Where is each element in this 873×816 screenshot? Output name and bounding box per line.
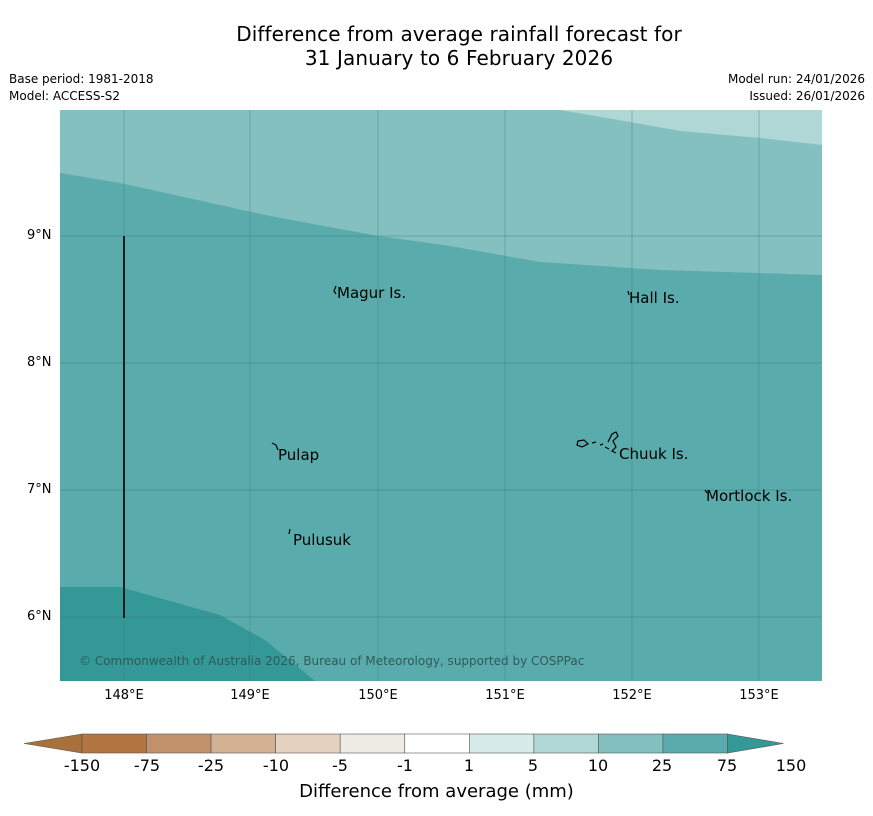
cb-label-4: -5 <box>332 756 348 775</box>
lon-label-152e: 152°E <box>612 688 652 703</box>
zone-5-10 <box>560 110 822 145</box>
place-pulusuk: Pulusuk <box>293 531 351 549</box>
colorbar-arrow-low <box>24 733 83 754</box>
colorbar-segment-4 <box>339 733 406 754</box>
pulusuk-island-shape <box>288 528 291 535</box>
meta-left: Base period: 1981-2018 Model: ACCESS-S2 <box>9 71 154 105</box>
lon-label-153e: 153°E <box>739 688 779 703</box>
magur-island-shape <box>333 285 337 295</box>
colorbar-segment-9 <box>662 733 728 754</box>
map-canvas <box>60 110 822 681</box>
colorbar-segment-8 <box>598 733 664 754</box>
colorbar <box>24 733 784 754</box>
cb-label-3: -10 <box>262 756 290 775</box>
lat-label-9n: 9°N <box>27 228 52 243</box>
title-line-1: Difference from average rainfall forecas… <box>236 22 682 46</box>
place-hall: Hall Is. <box>629 289 680 307</box>
lon-label-149e: 149°E <box>230 688 270 703</box>
place-chuuk: Chuuk Is. <box>619 445 689 463</box>
lon-label-151e: 151°E <box>485 688 525 703</box>
hall-island-shape <box>627 290 630 296</box>
copyright-notice: © Commonwealth of Australia 2026, Bureau… <box>79 654 585 668</box>
lon-label-148e: 148°E <box>104 688 144 703</box>
cb-label-2: -25 <box>197 756 225 775</box>
zone-10-25 <box>60 110 822 275</box>
cb-label-10: 75 <box>716 756 738 775</box>
cb-label-8: 10 <box>587 756 609 775</box>
model-name: Model: ACCESS-S2 <box>9 89 121 103</box>
cb-label-11: 150 <box>775 756 807 775</box>
colorbar-segment-2 <box>210 733 276 754</box>
map-title: Difference from average rainfall forecas… <box>0 22 873 70</box>
cb-label-7: 5 <box>527 756 539 775</box>
chuuk-lagoon-shape <box>576 431 619 454</box>
lat-label-6n: 6°N <box>27 609 52 624</box>
colorbar-segment-6 <box>468 733 535 754</box>
meta-right: Model run: 24/01/2026 Issued: 26/01/2026 <box>728 71 865 105</box>
rainfall-map[interactable] <box>60 110 822 681</box>
issued-date: Issued: 26/01/2026 <box>749 89 865 103</box>
lat-label-7n: 7°N <box>27 482 52 497</box>
cb-label-9: 25 <box>651 756 673 775</box>
colorbar-segment-0 <box>81 733 147 754</box>
colorbar-segment-7 <box>533 733 599 754</box>
cb-label-1: -75 <box>133 756 161 775</box>
lat-label-8n: 8°N <box>27 355 52 370</box>
lon-label-150e: 150°E <box>358 688 398 703</box>
place-magur: Magur Is. <box>337 284 407 302</box>
place-mortlock: Mortlock Is. <box>706 487 793 505</box>
colorbar-segment-5 <box>404 733 470 754</box>
cb-label-0: -150 <box>63 756 101 775</box>
colorbar-segment-1 <box>146 733 212 754</box>
mortlock-island-shape <box>704 489 708 494</box>
model-run: Model run: 24/01/2026 <box>727 72 865 86</box>
base-period: Base period: 1981-2018 <box>9 72 154 86</box>
pulap-island-shape <box>271 442 279 451</box>
cb-label-6: 1 <box>463 756 475 775</box>
title-line-2: 31 January to 6 February 2026 <box>304 46 614 70</box>
colorbar-segment-3 <box>275 733 341 754</box>
place-pulap: Pulap <box>278 446 320 464</box>
colorbar-title: Difference from average (mm) <box>299 781 574 802</box>
graticule <box>60 110 822 681</box>
cb-label-5: -1 <box>397 756 413 775</box>
island-outlines <box>271 285 708 535</box>
colorbar-arrow-high <box>727 733 784 754</box>
